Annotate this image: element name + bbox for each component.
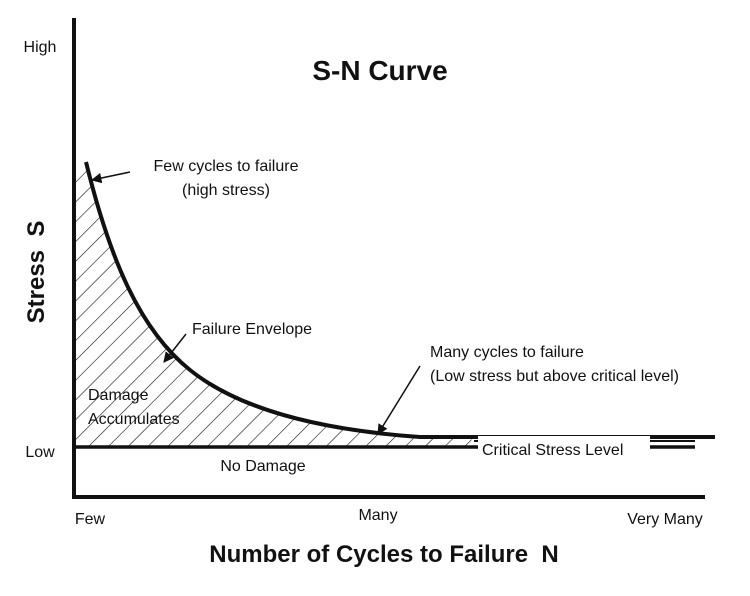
many-cycles-arrow [377,365,421,435]
diagram-title: S-N Curve [312,55,447,86]
few-cycles-label-line1: Few cycles to failure [154,158,299,175]
critical-stress-label-bg [478,436,650,458]
y-tick-high: High [24,39,57,56]
critical-stress-label: Critical Stress Level [482,442,623,459]
sn-curve [84,161,715,439]
y-tick-low: Low [25,444,55,461]
damage-label-line1: Damage [88,387,149,404]
x-tick-very-many: Very Many [627,511,703,528]
x-tick-few: Few [75,511,106,528]
few-cycles-arrow [90,171,131,184]
damage-label-line2: Accumulates [88,411,180,428]
many-cycles-label-line2: (Low stress but above critical level) [430,368,679,385]
x-axis-label: Number of Cycles to Failure N [209,541,558,568]
failure-envelope-arrow [163,333,187,363]
failure-envelope-label: Failure Envelope [192,321,312,338]
no-damage-label: No Damage [220,458,305,475]
x-tick-many: Many [358,507,397,524]
damage-region-hatch [74,168,480,447]
many-cycles-label-line1: Many cycles to failure [430,344,584,361]
few-cycles-label-line2: (high stress) [182,182,270,199]
y-axis-label: Stress S [23,221,50,324]
